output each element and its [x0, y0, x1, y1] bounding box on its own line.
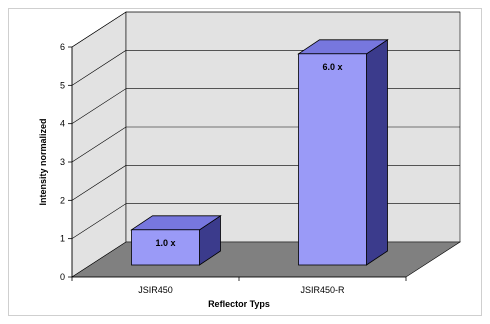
- x-axis-title: Reflector Typs: [208, 299, 270, 309]
- x-axis-ticks: JSIR450 JSIR450-R: [71, 277, 407, 295]
- y-tick-label: 6: [60, 42, 65, 52]
- y-axis-ticks: 0 1 2 3 4 5 6: [60, 42, 72, 282]
- data-label: 1.0 x: [155, 238, 175, 248]
- bar-JSIR450-R: 6.0 x: [297, 39, 389, 266]
- bar-front: [131, 229, 200, 266]
- bar-JSIR450: 1.0 x: [130, 215, 222, 266]
- y-tick-label: 5: [60, 80, 65, 90]
- gridline: [71, 11, 460, 48]
- y-axis-title: Intensity normalized: [38, 118, 48, 205]
- y-tick-label: 2: [60, 195, 65, 205]
- y-tick-label: 4: [60, 119, 65, 129]
- bar-front: [298, 53, 367, 266]
- bar-side: [366, 39, 388, 266]
- floor: [70, 241, 462, 278]
- y-tick-label: 3: [60, 157, 65, 167]
- x-tick-label: JSIR450-R: [300, 285, 345, 295]
- x-tick-label: JSIR450: [138, 285, 173, 295]
- y-tick-label: 0: [60, 272, 65, 282]
- data-label: 6.0 x: [322, 62, 342, 72]
- y-tick-label: 1: [60, 234, 65, 244]
- bars: 1.0 x 6.0 x: [130, 39, 389, 266]
